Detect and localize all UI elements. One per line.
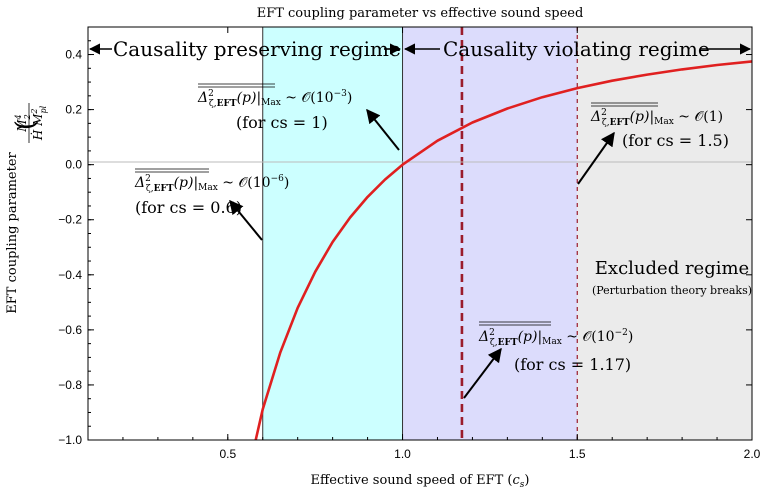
annotation-2-note: (for cs = 0.6) bbox=[135, 198, 242, 217]
y-tick-label-5: −0.6 bbox=[58, 323, 82, 337]
annotation-1-arrow bbox=[366, 108, 400, 151]
violating-regime-label: Causality violating regime bbox=[443, 37, 710, 61]
y-tick-label-1: 0.2 bbox=[65, 103, 82, 117]
y-tick-label-7: −1.0 bbox=[58, 433, 82, 447]
annotation-4-text: Δ2 ζ,EFT(p)|Max ~ 𝒪(10−2) bbox=[478, 328, 633, 348]
y-tick-label-4: −0.4 bbox=[58, 268, 82, 282]
curve-layer bbox=[254, 60, 753, 441]
preserving-regime-label: Causality preserving regime bbox=[113, 37, 401, 61]
y-tick-label-2: 0.0 bbox=[65, 158, 82, 172]
shaded-region-2 bbox=[577, 27, 752, 440]
annotation-2-text: Δ2 ζ,EFT(p)|Max ~ 𝒪(10−6) bbox=[134, 174, 289, 194]
annotation-4-arrow bbox=[463, 347, 502, 399]
series-line-0 bbox=[254, 60, 753, 441]
x-tick-label-1: 1.0 bbox=[394, 447, 411, 461]
annotation-cs-1: Δ2 ζ,EFT(p)|Max ~ 𝒪(10−3) (for cs = 1) bbox=[197, 83, 400, 151]
y-axis-expression: ( M42 Ḣ M2pl bbox=[11, 103, 48, 143]
x-tick-label-2: 1.5 bbox=[569, 447, 586, 461]
annotation-cs-0-6: Δ2 ζ,EFT(p)|Max ~ 𝒪(10−6) (for cs = 0.6) bbox=[134, 168, 289, 241]
x-tick-label-3: 2.0 bbox=[744, 447, 761, 461]
excluded-regime-label: Excluded regime bbox=[595, 258, 749, 279]
axis-ticks: 0.5 1.0 1.5 2.0 0.4 0.2 0.0 −0.2 −0.4 −0.6 −0.8 −1.… bbox=[58, 27, 761, 461]
svg-text:Ḣ M2pl: Ḣ M2pl bbox=[30, 105, 48, 141]
y-axis-label: EFT coupling parameter bbox=[5, 151, 20, 313]
annotation-1-note: (for cs = 1) bbox=[236, 113, 328, 132]
excluded-regime-sublabel: (Perturbation theory breaks) bbox=[592, 284, 752, 297]
chart-title: EFT coupling parameter vs effective soun… bbox=[257, 6, 584, 21]
annotation-3-note: (for cs = 1.5) bbox=[622, 131, 729, 150]
annotation-1-text: Δ2 ζ,EFT(p)|Max ~ 𝒪(10−3) bbox=[197, 89, 352, 109]
shaded-region-0 bbox=[262, 27, 403, 440]
annotation-4-note: (for cs = 1.17) bbox=[514, 355, 631, 374]
y-tick-label-6: −0.8 bbox=[58, 378, 82, 392]
x-axis-label: Effective sound speed of EFT (cs) bbox=[311, 473, 530, 490]
y-tick-label-0: 0.4 bbox=[65, 48, 82, 62]
y-tick-label-3: −0.2 bbox=[58, 213, 82, 227]
annotation-cs-1-17: Δ2 ζ,EFT(p)|Max ~ 𝒪(10−2) (for cs = 1.17) bbox=[463, 321, 633, 399]
svg-text:(: ( bbox=[11, 120, 41, 130]
vertical-lines bbox=[262, 27, 578, 440]
annotation-2-arrow bbox=[229, 199, 263, 241]
x-tick-label-0: 0.5 bbox=[219, 447, 236, 461]
annotation-3-arrow bbox=[577, 131, 615, 185]
svg-text:M42: M42 bbox=[14, 114, 32, 132]
shaded-region-1 bbox=[402, 27, 578, 440]
